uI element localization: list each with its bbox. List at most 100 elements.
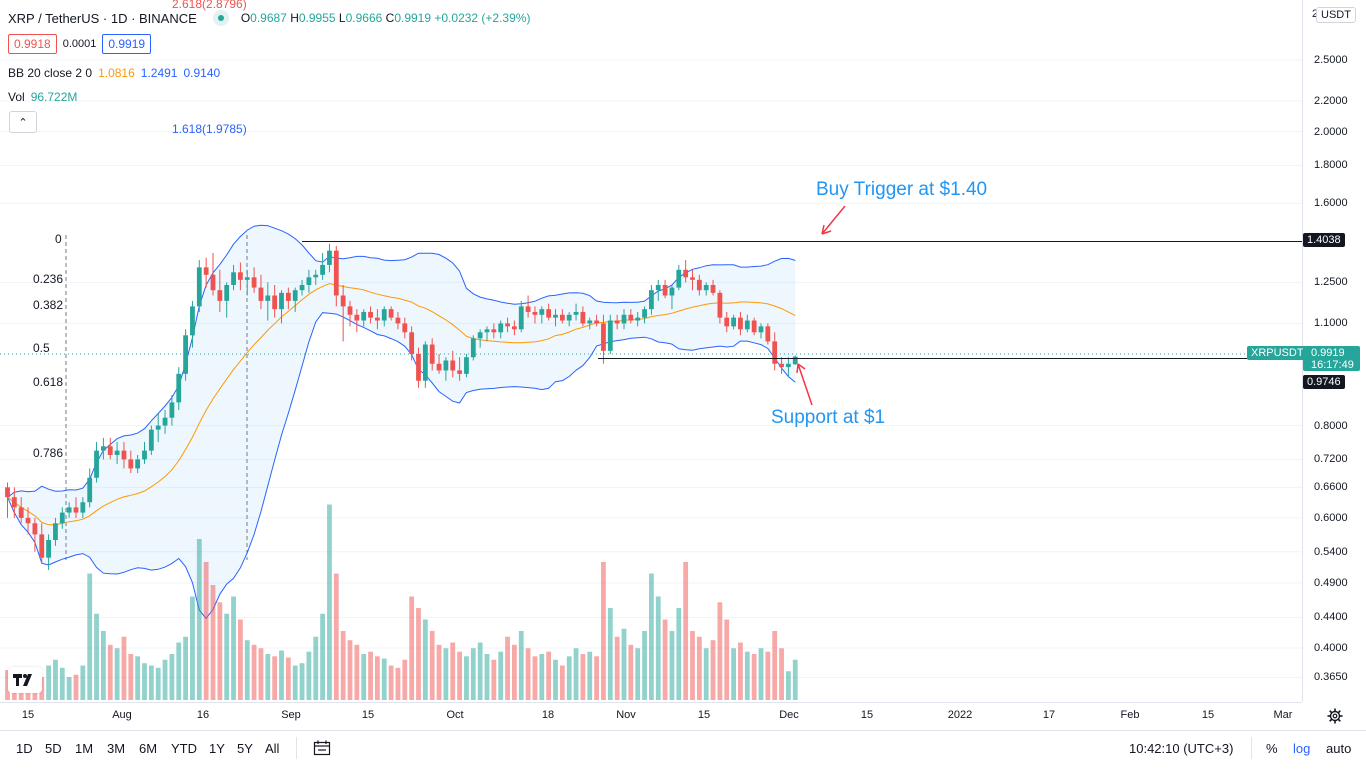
vol-value: 96.722M [31, 90, 78, 104]
candle-body [635, 318, 640, 321]
candle-body [704, 285, 709, 290]
time-tick-label: 15 [362, 709, 374, 721]
timeframe-button-1d[interactable]: 1D [16, 741, 33, 756]
symbol-title[interactable]: XRP / TetherUS · 1D · BINANCE [8, 11, 197, 26]
spread-value: 0.0001 [63, 38, 97, 50]
fib-label: 0.236 [33, 272, 63, 286]
candle-body [765, 326, 770, 341]
volume-bar [553, 660, 558, 700]
timeframe-button-1m[interactable]: 1M [75, 741, 93, 756]
volume-bar [272, 656, 277, 700]
timeframe-button-5y[interactable]: 5Y [237, 741, 253, 756]
candle-body [471, 338, 476, 357]
candle-body [334, 251, 339, 296]
volume-bar [498, 652, 503, 700]
candle-body [512, 326, 517, 329]
timeframe-button-3m[interactable]: 3M [107, 741, 125, 756]
volume-bar [656, 597, 661, 701]
candle-body [252, 277, 257, 287]
volume-bar [327, 505, 332, 701]
timeframe-button-6m[interactable]: 6M [139, 741, 157, 756]
volume-bar [163, 660, 168, 700]
time-tick-label: Feb [1121, 709, 1140, 721]
log-scale-toggle[interactable]: log [1293, 741, 1310, 756]
candle-body [676, 270, 681, 288]
fib-label: 0.382 [33, 298, 63, 312]
collapse-legend-button[interactable]: ⌃ [9, 111, 37, 133]
price-tick-label: 0.3650 [1314, 671, 1348, 683]
candle-body [656, 285, 661, 290]
volume-bar [724, 620, 729, 701]
candle-body [622, 315, 627, 324]
percent-scale-toggle[interactable]: % [1266, 741, 1278, 756]
timeframe-button-1y[interactable]: 1Y [209, 741, 225, 756]
fib-label: 0.618 [33, 375, 63, 389]
volume-bar [176, 643, 181, 701]
open-value: 0.9687 [250, 11, 287, 25]
vol-legend[interactable]: Vol 96.722M [8, 90, 77, 104]
volume-bar [122, 637, 127, 700]
candle-body [156, 426, 161, 430]
candle-body [759, 326, 764, 332]
candle-body [423, 345, 428, 381]
candle-body [615, 321, 620, 324]
volume-bar [156, 668, 161, 700]
fib-level-1618: 1.618(1.9785) [172, 122, 247, 136]
volume-bar [485, 654, 490, 700]
volume-bar [649, 574, 654, 701]
chart-settings-button[interactable] [1325, 706, 1345, 726]
candle-body [135, 459, 140, 468]
time-tick-label: 2022 [948, 709, 972, 721]
candle-body [444, 360, 449, 370]
tradingview-logo[interactable] [8, 667, 42, 693]
volume-bar [437, 645, 442, 700]
timeframe-button-ytd[interactable]: YTD [171, 741, 197, 756]
candle-body [533, 312, 538, 315]
volume-bar [217, 602, 222, 700]
volume-bar [731, 648, 736, 700]
candle-body [300, 285, 305, 290]
volume-bar [628, 645, 633, 700]
time-tick-label: Dec [779, 709, 799, 721]
candle-body [231, 272, 236, 285]
auto-scale-toggle[interactable]: auto [1326, 741, 1351, 756]
volume-bar [642, 631, 647, 700]
candle-body [491, 329, 496, 332]
candle-body [87, 478, 92, 503]
buy-trigger-arrow [822, 206, 845, 234]
bb-legend[interactable]: BB 20 close 2 0 1.0816 1.2491 0.9140 [8, 66, 220, 80]
clock-timezone[interactable]: 10:42:10 (UTC+3) [1129, 741, 1233, 756]
volume-bar [231, 597, 236, 701]
candle-body [553, 315, 558, 318]
price-tick-label: 0.7200 [1314, 453, 1348, 465]
candle-body [450, 360, 455, 370]
candle-body [348, 306, 353, 314]
buy-trigger-annotation[interactable]: Buy Trigger at $1.40 [816, 179, 987, 201]
timeframe-button-all[interactable]: All [265, 741, 279, 756]
bb-basis-value: 1.0816 [98, 66, 135, 80]
price-chart[interactable] [0, 0, 1302, 702]
volume-bar [718, 602, 723, 700]
time-axis[interactable] [0, 702, 1302, 730]
candle-body [546, 309, 551, 317]
bid-button[interactable]: 0.9918 [8, 34, 57, 54]
volume-bar [396, 668, 401, 700]
price-tick-label: 2.2000 [1314, 95, 1348, 107]
support-annotation[interactable]: Support at $1 [771, 407, 885, 429]
currency-unit-button[interactable]: USDT [1316, 7, 1356, 23]
candle-body [718, 293, 723, 318]
candle-body [437, 364, 442, 371]
timeframe-button-5d[interactable]: 5D [45, 741, 62, 756]
price-tick-label: 0.5400 [1314, 546, 1348, 558]
candle-body [176, 374, 181, 403]
price-tick-label: 1.8000 [1314, 159, 1348, 171]
ask-button[interactable]: 0.9919 [102, 34, 151, 54]
candle-body [731, 318, 736, 327]
candle-body [101, 446, 106, 450]
time-tick-label: Mar [1274, 709, 1293, 721]
candle-body [793, 357, 798, 365]
volume-bar [307, 652, 312, 700]
volume-bar [581, 654, 586, 700]
price-tick-label: 1.6000 [1314, 197, 1348, 209]
date-range-button[interactable] [313, 740, 331, 758]
